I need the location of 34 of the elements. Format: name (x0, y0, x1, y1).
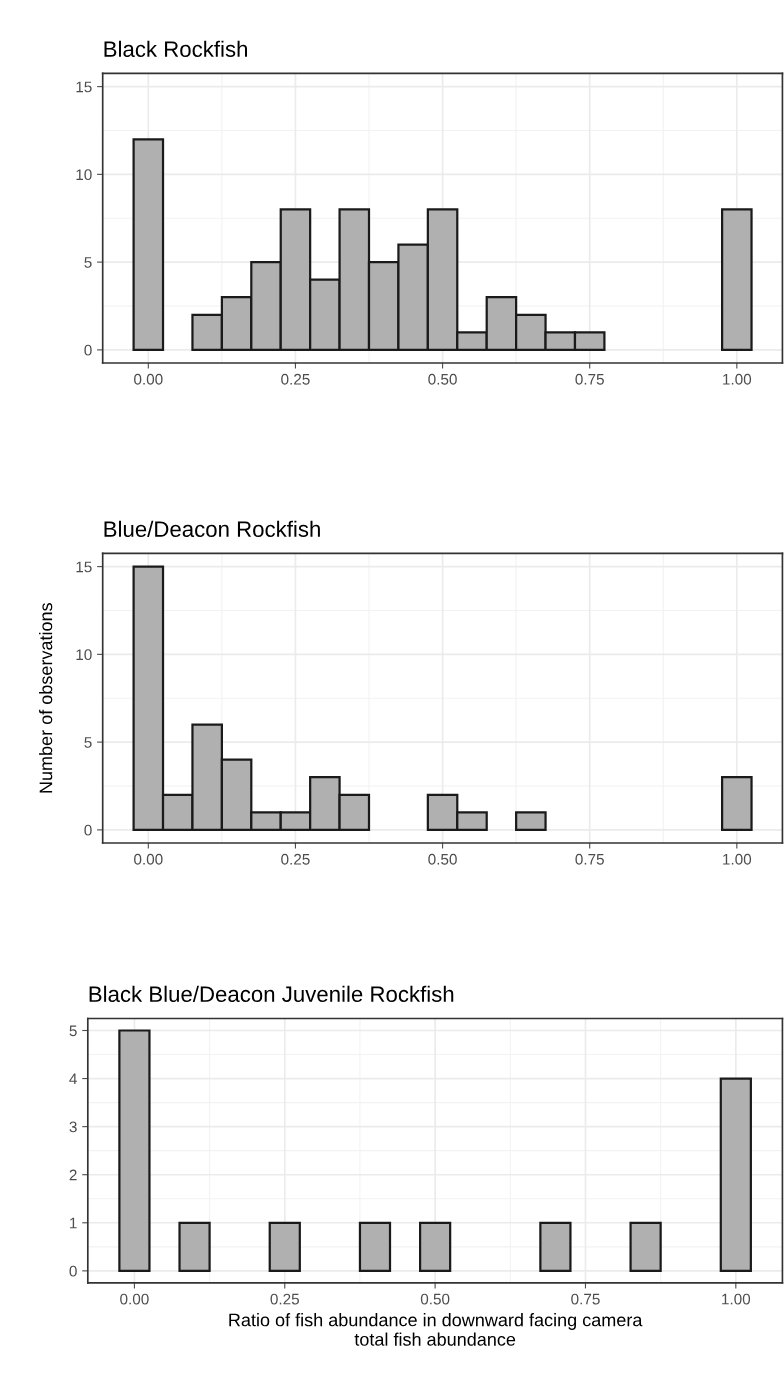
y-tick-label: 5 (84, 737, 92, 748)
chart-title: Black Blue/Deacon Juvenile Rockfish (89, 985, 454, 1003)
x-tick-label: 0.75 (571, 1293, 600, 1305)
x-tick-label: 0.00 (134, 853, 163, 865)
y-tick-label: 10 (76, 169, 92, 181)
y-axis-title: Number of observations (39, 603, 53, 793)
y-tick-label: 3 (69, 1121, 77, 1133)
x-tick-label: 1.00 (723, 853, 752, 865)
y-tick-label: 1 (70, 1217, 77, 1229)
y-tick-label: 0 (84, 824, 92, 836)
x-tick-label: 0.50 (428, 373, 457, 385)
x-tick-label: 0.00 (120, 1293, 149, 1305)
y-tick-label: 15 (76, 81, 92, 93)
y-tick-label: 0 (84, 344, 92, 356)
x-tick-label: 0.25 (281, 373, 310, 385)
y-tick-label: 0 (69, 1265, 77, 1277)
chart-title: Blue/Deacon Rockfish (104, 520, 320, 537)
x-tick-label: 0.75 (575, 853, 604, 865)
y-tick-label: 4 (69, 1073, 77, 1085)
y-tick-label: 2 (69, 1169, 77, 1181)
chart-title: Black Rockfish (104, 40, 247, 57)
y-tick-label: 10 (76, 649, 92, 661)
y-tick-label: 15 (76, 561, 92, 573)
x-tick-label: 1.00 (722, 1293, 751, 1305)
y-tick-label: 5 (69, 1025, 77, 1037)
x-tick-label: 0.75 (575, 373, 604, 385)
x-tick-label: 0.25 (281, 853, 310, 865)
x-tick-label: 0.50 (428, 853, 457, 865)
x-tick-label: 1.00 (723, 373, 752, 385)
x-tick-label: 0.25 (270, 1293, 299, 1305)
x-tick-label: 0.50 (420, 1293, 450, 1305)
y-tick-label: 5 (84, 257, 92, 268)
x-axis-title: Ratio of fish abundance in downward facing camera total fish abundance (229, 1313, 643, 1346)
x-tick-label: 0.00 (134, 373, 163, 385)
